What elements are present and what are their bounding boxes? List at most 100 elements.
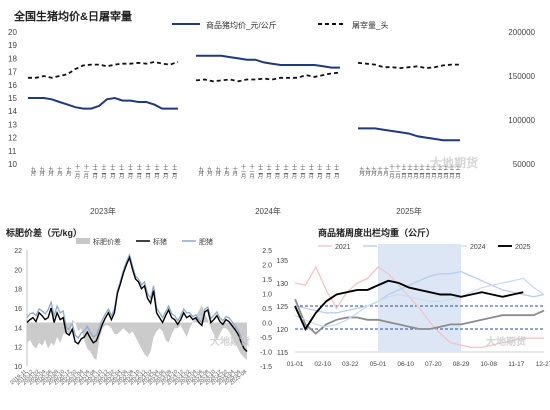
top-x-tick-2-5: 十一月 <box>388 163 395 180</box>
top-x-year-label-2: 2025年 <box>396 206 422 216</box>
top-watermark: 大地期货 <box>430 155 478 170</box>
weight-x-tick-2: 03-22 <box>342 361 359 368</box>
spread-y-right-tick-5: 1.0 <box>262 292 272 299</box>
weight-x-tick-6: 08-29 <box>453 361 470 368</box>
slaughter-line-2 <box>357 61 460 70</box>
price-line-2 <box>358 127 460 142</box>
top-x-tick-0-11: 十二月 <box>126 163 133 180</box>
top-x-tick-1-14: 十二月 <box>316 163 323 180</box>
spread-y-left-tick-3: 16 <box>14 306 22 313</box>
top-x-tick-1-4: 十月 <box>231 165 238 177</box>
weight-watermark: 大地期货 <box>486 335 526 348</box>
spread-chart: 标肥价差（元/kg） 标肥价差 标猪 肥猪 10 12 14 16 18 20 22 -1.5… <box>5 227 272 387</box>
weight-x-tick-3: 05-01 <box>370 361 387 368</box>
top-y-right-tick-0: 50000 <box>513 160 536 169</box>
top-x-tick-1-16: 十二月 <box>333 163 340 180</box>
top-x-tick-1-1: 九月 <box>206 165 213 177</box>
top-x-tick-0-3: 十月 <box>56 165 63 177</box>
slaughter-line-1 <box>195 71 341 83</box>
top-x-tick-1-15: 十二月 <box>324 163 331 180</box>
spread-y-right-tick-3: 0.0 <box>262 321 272 328</box>
spread-y-left-tick-1: 12 <box>14 345 22 352</box>
weight-legend-2024: 2024 <box>470 244 486 251</box>
spread-legend-0: 标肥价差 <box>93 237 121 246</box>
top-y-left-tick-8: 18 <box>8 54 17 63</box>
spread-y-left-tick-4: 18 <box>14 287 22 294</box>
weight-y-tick-1: 120 <box>276 327 288 334</box>
top-y-left-tick-4: 14 <box>8 107 17 116</box>
top-x-tick-2-9: 十二月 <box>412 163 419 180</box>
spread-y-right-tick-4: 0.5 <box>262 306 272 313</box>
spread-y-right-tick-7: 2.0 <box>262 263 272 270</box>
price-line-0 <box>28 96 178 110</box>
spread-y-left-tick-6: 22 <box>14 248 22 255</box>
spread-watermark: 大地期货 <box>210 335 250 348</box>
spread-area <box>27 305 247 361</box>
top-chart: 全国生猪均价&日屠宰量 商品猪均价_元/公斤 屠宰量_头 10111213141… <box>8 9 536 216</box>
top-chart-title: 全国生猪均价&日屠宰量 <box>13 9 132 23</box>
top-x-tick-1-10: 十二月 <box>282 163 289 180</box>
spread-y-right-tick-0: -1.5 <box>260 364 272 371</box>
weight-line-2022 <box>294 270 545 314</box>
weight-y-tick-0: 115 <box>277 350 288 357</box>
weight-chart-title: 商品猪周度出栏均重（公斤） <box>318 227 435 238</box>
top-x-tick-0-0: 九月 <box>29 165 36 177</box>
top-y-right-axis: 50000 100000 150000 200000 <box>508 28 535 169</box>
top-x-tick-1-2: 九月 <box>214 165 221 177</box>
slaughter-line-0 <box>28 60 179 79</box>
top-x-tick-0-2: 九月 <box>47 165 54 177</box>
spread-y-right-tick-2: -0.5 <box>260 335 272 342</box>
top-x-tick-0-15: 十二月 <box>162 163 169 180</box>
weight-line-2024 <box>294 277 545 328</box>
top-x-tick-2-14: 十二月 <box>442 163 449 180</box>
top-x-tick-0-1: 九月 <box>38 165 45 177</box>
top-y-left-tick-9: 19 <box>8 41 17 50</box>
fat-pig-line <box>26 252 248 346</box>
top-x-tick-2-13: 十二月 <box>436 163 443 180</box>
top-x-axis: 九月 九月 九月 十月 十月 十一月 十一月 十二月 十二月 十二月 十二月 十二月 十二月 十二月 十二月… <box>29 163 460 216</box>
top-x-year-label-0: 2023年 <box>90 206 116 216</box>
top-x-tick-2-2: 九月 <box>370 165 377 177</box>
top-plot-lines <box>28 54 460 142</box>
spread-axes: 10 12 14 16 18 20 22 -1.5 -1.0 -0.5 0.0 0.5 1.0 1.5 2.… <box>9 248 272 387</box>
top-x-tick-1-5: 十一月 <box>240 163 247 180</box>
weight-x-tick-5: 07-20 <box>425 361 442 368</box>
weight-line-2025 <box>294 279 524 331</box>
spread-y-right-tick-6: 1.5 <box>262 277 272 284</box>
top-x-tick-1-13: 十二月 <box>307 163 314 180</box>
standard-pig-line <box>26 255 248 353</box>
spread-chart-title: 标肥价差（元/kg） <box>5 227 82 238</box>
top-x-tick-1-7: 十二月 <box>257 163 264 180</box>
top-y-left-tick-3: 13 <box>8 120 17 129</box>
top-x-tick-1-12: 十二月 <box>299 163 306 180</box>
top-x-tick-1-9: 十二月 <box>273 163 280 180</box>
top-x-tick-2-16: 十二月 <box>454 163 461 180</box>
top-x-tick-2-1: 九月 <box>364 165 371 177</box>
top-legend-slaughter: 屠宰量_头 <box>352 20 388 30</box>
top-y-left-tick-1: 11 <box>8 147 17 156</box>
top-y-left-axis: 10 11 12 13 14 15 16 17 18 19 20 <box>8 28 17 169</box>
top-y-left-tick-5: 15 <box>8 94 17 103</box>
top-y-left-tick-7: 17 <box>8 68 17 77</box>
highlight-band <box>378 244 461 352</box>
spread-y-left-tick-2: 14 <box>14 325 22 332</box>
spread-y-left-tick-5: 20 <box>14 267 22 274</box>
top-x-tick-0-5: 十一月 <box>74 163 81 180</box>
weight-plot <box>294 244 545 352</box>
weight-chart: 商品猪周度出栏均重（公斤） 20212022202320242025 11512… <box>276 227 550 368</box>
weight-line-2021 <box>294 265 544 349</box>
top-x-tick-0-6: 十一月 <box>82 163 89 180</box>
weight-y-tick-2: 125 <box>276 304 288 311</box>
top-y-right-tick-2: 150000 <box>508 72 535 81</box>
top-x-tick-1-0: 九月 <box>197 165 204 177</box>
top-x-tick-0-13: 十二月 <box>144 163 151 180</box>
top-x-tick-2-4: 十月 <box>382 165 389 177</box>
spread-legend-2: 肥猪 <box>199 237 213 246</box>
weight-x-tick-9: 12-27 <box>536 361 550 368</box>
weight-legend-2025: 2025 <box>515 244 531 251</box>
top-x-tick-2-15: 十二月 <box>448 163 455 180</box>
top-x-tick-1-3: 十月 <box>223 165 230 177</box>
price-line-1 <box>196 54 340 69</box>
top-x-tick-1-6: 十一月 <box>248 163 255 180</box>
